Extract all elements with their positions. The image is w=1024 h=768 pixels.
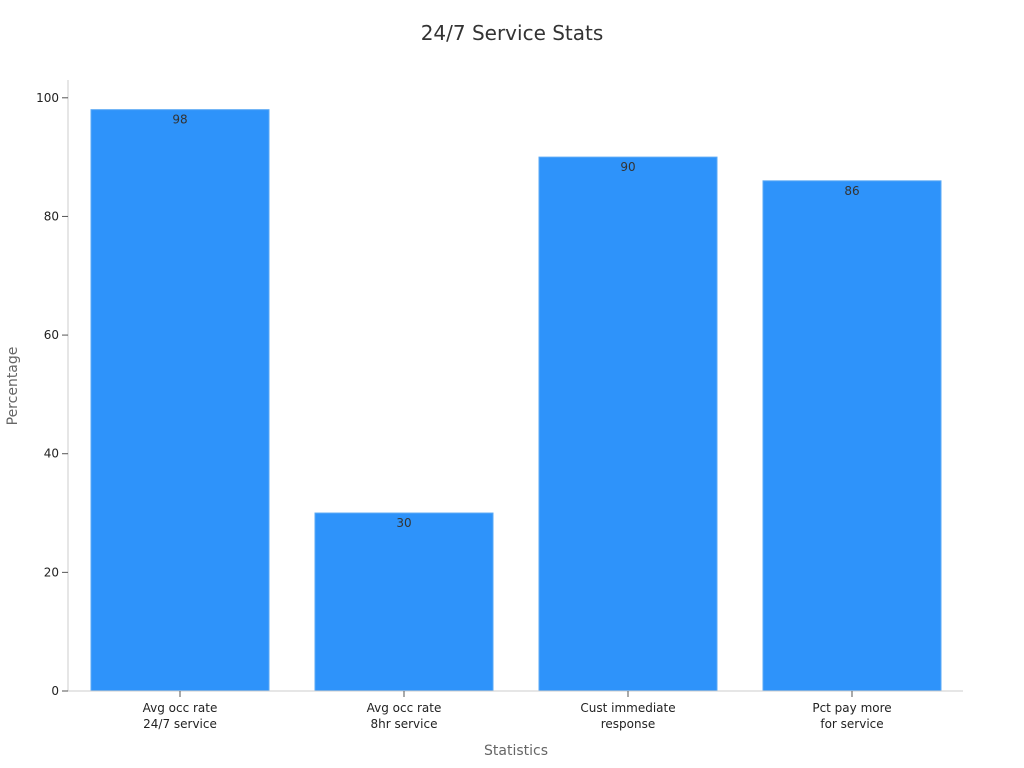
x-axis-label: Statistics xyxy=(484,743,548,759)
x-tick-label: Cust immediate xyxy=(580,701,675,715)
y-axis-label: Percentage xyxy=(5,347,21,426)
y-tick-label: 80 xyxy=(44,209,59,223)
bar xyxy=(538,156,718,692)
x-tick-label: Avg occ rate xyxy=(367,701,442,715)
bar-value-label: 86 xyxy=(844,184,859,198)
x-tick-label: Pct pay more xyxy=(812,701,891,715)
y-axis: 0 20 40 60 80 100 xyxy=(36,80,69,698)
y-tick-label: 100 xyxy=(36,91,59,105)
chart-title: 24/7 Service Stats xyxy=(421,21,604,45)
bar-value-label: 90 xyxy=(620,160,635,174)
y-tick-label: 20 xyxy=(44,565,59,579)
x-tick-label: response xyxy=(601,717,656,731)
bar-value-label: 30 xyxy=(396,516,411,530)
x-axis: Avg occ rate 24/7 service Avg occ rate 8hr … xyxy=(68,690,963,731)
y-tick-label: 40 xyxy=(44,447,59,461)
x-tick-label: 8hr service xyxy=(371,717,438,731)
x-tick-label: 24/7 service xyxy=(143,717,217,731)
bars: 98 30 90 86 xyxy=(90,109,942,692)
x-tick-label: Avg occ rate xyxy=(143,701,218,715)
y-tick-label: 0 xyxy=(51,684,59,698)
y-tick-label: 60 xyxy=(44,328,59,342)
x-tick-label: for service xyxy=(820,717,883,731)
bar xyxy=(762,180,942,692)
bar xyxy=(90,109,270,692)
bar-value-label: 98 xyxy=(172,113,187,127)
bar xyxy=(314,512,494,692)
